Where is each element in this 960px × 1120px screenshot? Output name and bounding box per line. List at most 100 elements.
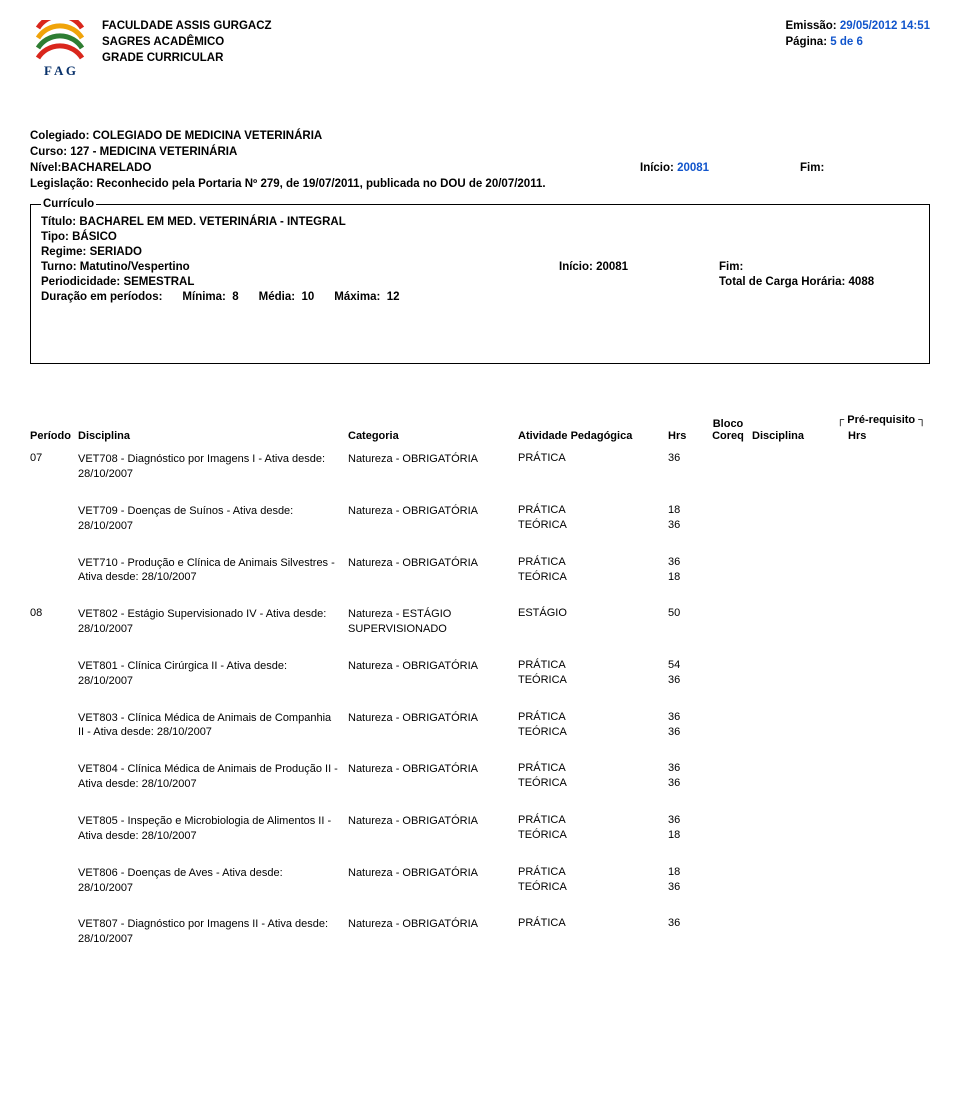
curriculo-fieldset: Currículo Título: BACHAREL EM MED. VETER… xyxy=(30,198,930,364)
atividade-row: PRÁTICA36 xyxy=(518,814,704,826)
atividade-label: TEÓRICA xyxy=(518,777,668,789)
cur-fim-label: Fim: xyxy=(719,261,743,273)
cell-atividades: PRÁTICA36 TEÓRICA18 xyxy=(518,556,704,586)
col-disciplina2: Disciplina xyxy=(752,430,848,442)
atividade-hrs: 36 xyxy=(668,917,704,929)
cell-categoria: Natureza - OBRIGATÓRIA xyxy=(348,452,518,482)
atividade-hrs: 36 xyxy=(668,762,704,774)
table-row: VET801 - Clínica Cirúrgica II - Ativa de… xyxy=(30,659,930,689)
period-value: SEMESTRAL xyxy=(123,276,194,288)
atividade-hrs: 36 xyxy=(668,881,704,893)
legis-value: Reconhecido pela Portaria Nº 279, de 19/… xyxy=(96,178,545,190)
atividade-hrs: 36 xyxy=(668,452,704,464)
cell-periodo xyxy=(30,504,78,534)
col-disciplina: Disciplina xyxy=(78,430,348,442)
cell-periodo xyxy=(30,659,78,689)
cell-atividades: PRÁTICA36 xyxy=(518,917,704,947)
cell-disciplina: VET710 - Produção e Clínica de Animais S… xyxy=(78,556,348,586)
table-row: 08VET802 - Estágio Supervisionado IV - A… xyxy=(30,607,930,637)
cell-disciplina: VET802 - Estágio Supervisionado IV - Ati… xyxy=(78,607,348,637)
table-row: VET709 - Doenças de Suínos - Ativa desde… xyxy=(30,504,930,534)
tipo-value: BÁSICO xyxy=(72,231,117,243)
atividade-label: PRÁTICA xyxy=(518,917,668,929)
atividade-row: PRÁTICA36 xyxy=(518,556,704,568)
atividade-row: TEÓRICA36 xyxy=(518,726,704,738)
cell-categoria: Natureza - OBRIGATÓRIA xyxy=(348,814,518,844)
atividade-label: PRÁTICA xyxy=(518,504,668,516)
table-header: Período Disciplina Categoria Atividade P… xyxy=(30,424,930,442)
atividade-label: PRÁTICA xyxy=(518,556,668,568)
cell-categoria: Natureza - OBRIGATÓRIA xyxy=(348,917,518,947)
cell-atividades: PRÁTICA36 xyxy=(518,452,704,482)
table-row: 07VET708 - Diagnóstico por Imagens I - A… xyxy=(30,452,930,482)
table-row: VET806 - Doenças de Aves - Ativa desde: … xyxy=(30,866,930,896)
emissao-value: 29/05/2012 14:51 xyxy=(840,20,930,32)
colegiado-label: Colegiado: xyxy=(30,130,89,142)
atividade-label: PRÁTICA xyxy=(518,814,668,826)
cell-periodo xyxy=(30,762,78,792)
atividade-label: TEÓRICA xyxy=(518,571,668,583)
atividade-row: TEÓRICA18 xyxy=(518,571,704,583)
fim-label: Fim: xyxy=(800,162,824,174)
legis-label: Legislação: xyxy=(30,178,93,190)
atividade-hrs: 36 xyxy=(668,777,704,789)
cell-categoria: Natureza - OBRIGATÓRIA xyxy=(348,711,518,741)
logo: F A G xyxy=(30,20,90,80)
cell-disciplina: VET807 - Diagnóstico por Imagens II - At… xyxy=(78,917,348,947)
atividade-hrs: 54 xyxy=(668,659,704,671)
table-row: VET804 - Clínica Médica de Animais de Pr… xyxy=(30,762,930,792)
cell-categoria: Natureza - OBRIGATÓRIA xyxy=(348,866,518,896)
nivel-value: BACHARELADO xyxy=(61,162,151,174)
logo-text: F A G xyxy=(44,63,76,78)
maxima-value: 12 xyxy=(387,291,400,303)
page-title: GRADE CURRICULAR xyxy=(102,52,785,64)
cell-disciplina: VET709 - Doenças de Suínos - Ativa desde… xyxy=(78,504,348,534)
turno-label: Turno: xyxy=(41,261,77,273)
atividade-label: PRÁTICA xyxy=(518,866,668,878)
titulo-value: BACHAREL EM MED. VETERINÁRIA - INTEGRAL xyxy=(79,216,345,228)
nivel-label: Nível: xyxy=(30,162,61,174)
cell-categoria: Natureza - OBRIGATÓRIA xyxy=(348,762,518,792)
atividade-row: PRÁTICA54 xyxy=(518,659,704,671)
col-categoria: Categoria xyxy=(348,430,518,442)
table-row: VET710 - Produção e Clínica de Animais S… xyxy=(30,556,930,586)
atividade-label: PRÁTICA xyxy=(518,452,668,464)
carga-value: 4088 xyxy=(849,276,875,288)
cur-inicio-label: Início: xyxy=(559,261,593,273)
tipo-label: Tipo: xyxy=(41,231,69,243)
atividade-row: PRÁTICA18 xyxy=(518,504,704,516)
atividade-row: PRÁTICA18 xyxy=(518,866,704,878)
regime-label: Regime: xyxy=(41,246,86,258)
col-periodo: Período xyxy=(30,430,78,442)
atividade-hrs: 36 xyxy=(668,556,704,568)
cell-atividades: PRÁTICA18TEÓRICA36 xyxy=(518,866,704,896)
pagina-value: 5 de 6 xyxy=(830,36,863,48)
pagina-label: Página: xyxy=(785,36,827,48)
cell-periodo: 08 xyxy=(30,607,78,637)
col-hrs: Hrs xyxy=(668,430,704,442)
cell-periodo xyxy=(30,556,78,586)
page-header: F A G FACULDADE ASSIS GURGACZ SAGRES ACA… xyxy=(30,20,930,80)
atividade-hrs: 50 xyxy=(668,607,704,619)
atividade-row: TEÓRICA18 xyxy=(518,829,704,841)
atividade-label: TEÓRICA xyxy=(518,674,668,686)
cur-inicio-value: 20081 xyxy=(596,261,628,273)
colegiado-value: COLEGIADO DE MEDICINA VETERINÁRIA xyxy=(93,130,323,142)
system-name: SAGRES ACADÊMICO xyxy=(102,36,785,48)
cell-disciplina: VET804 - Clínica Médica de Animais de Pr… xyxy=(78,762,348,792)
inicio-value: 20081 xyxy=(677,162,709,174)
cell-categoria: Natureza - OBRIGATÓRIA xyxy=(348,556,518,586)
col-hrs2: Hrs xyxy=(848,430,888,442)
titulo-label: Título: xyxy=(41,216,76,228)
header-right: Emissão: 29/05/2012 14:51 Página: 5 de 6 xyxy=(785,20,930,52)
emissao-label: Emissão: xyxy=(785,20,836,32)
dur-label: Duração em períodos: xyxy=(41,291,162,303)
atividade-row: ESTÁGIO50 xyxy=(518,607,704,619)
col-bloco: Bloco xyxy=(713,418,744,430)
atividade-hrs: 36 xyxy=(668,814,704,826)
atividade-hrs: 18 xyxy=(668,866,704,878)
header-left: FACULDADE ASSIS GURGACZ SAGRES ACADÊMICO… xyxy=(102,20,785,68)
period-label: Periodicidade: xyxy=(41,276,120,288)
minima-value: 8 xyxy=(232,291,238,303)
inicio-label: Início: xyxy=(640,162,674,174)
